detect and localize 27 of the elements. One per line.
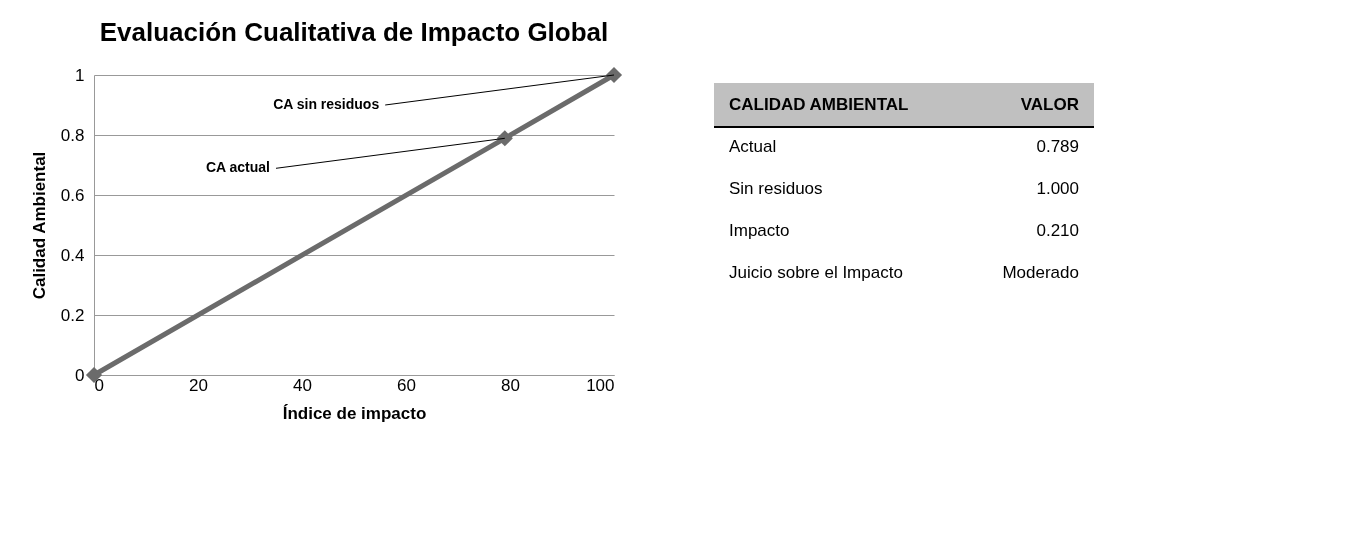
x-tick-label: 0 xyxy=(94,375,104,395)
text: Sin residuos xyxy=(729,179,823,198)
y-axis-title: Calidad Ambiental xyxy=(29,151,49,300)
point xyxy=(496,130,513,147)
text: 0.789 xyxy=(1036,137,1079,156)
x-axis-title: Índice de impacto xyxy=(282,403,427,423)
annotation: CA sin residuos xyxy=(273,96,380,112)
chart-title: Evaluación Cualitativa de Impacto Global xyxy=(99,17,609,47)
x-tick-label: 60 xyxy=(397,375,416,395)
y-tick-label: 0.2 xyxy=(60,305,85,325)
text: Impacto xyxy=(729,221,790,240)
text: Juicio sobre el Impacto xyxy=(729,263,903,282)
x-tick-label: 80 xyxy=(501,375,520,395)
y-tick-label: 0.6 xyxy=(60,185,85,205)
x-tick-label: 100 xyxy=(586,375,615,395)
y-tick-label: 0.8 xyxy=(60,125,85,145)
x-tick-label: 20 xyxy=(189,375,208,395)
y-tick-label: 1 xyxy=(75,65,85,85)
x-tick-label: 40 xyxy=(293,375,312,395)
y-tick-label: 0.4 xyxy=(60,245,85,265)
text: 0.210 xyxy=(1036,221,1079,240)
text: 1.000 xyxy=(1036,179,1079,198)
text: VALOR xyxy=(1020,95,1079,114)
text: CALIDAD AMBIENTAL xyxy=(729,95,909,114)
text: Moderado xyxy=(1002,263,1079,282)
annotation: CA actual xyxy=(205,159,270,176)
text: Actual xyxy=(729,137,777,156)
